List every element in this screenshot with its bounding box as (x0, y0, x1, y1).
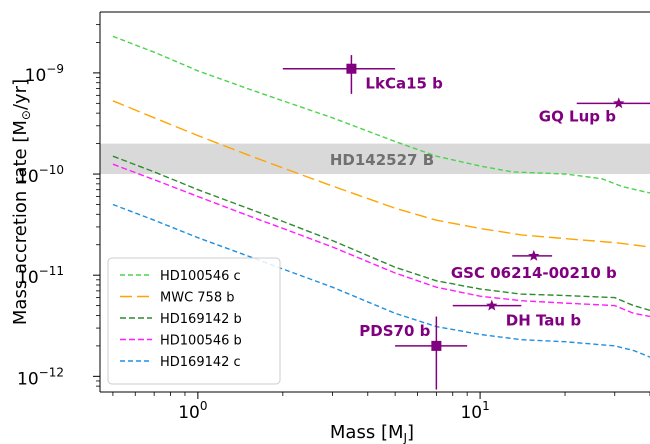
planet-4: DH Tau b (452, 299, 582, 330)
series-line-1 (112, 35, 650, 194)
legend-label: HD169142 c (160, 355, 241, 370)
y-axis-label: Mass accretion rate [M⊙/yr] (10, 79, 33, 325)
y-tick-label: 10−12 (17, 365, 64, 389)
planet-marker-square (431, 340, 442, 351)
planet-label: GQ Lup b (539, 107, 616, 125)
series-line-4 (112, 163, 650, 318)
legend-label: HD169142 b (160, 312, 242, 327)
planet-2: GQ Lup b (539, 97, 650, 125)
planet-marker-star (613, 97, 625, 109)
series-line-2 (112, 100, 650, 248)
y-tick-label: 10−11 (17, 264, 64, 288)
planet-marker-star (528, 249, 540, 261)
x-tick-label: 100 (178, 399, 207, 423)
band-rect (100, 143, 650, 175)
planet-label: GSC 06214-00210 b (451, 264, 617, 282)
axes (99, 11, 650, 393)
legend-label: HD100546 b (160, 334, 242, 349)
series-line-3 (112, 155, 650, 311)
legend: HD100546 c MWC 758 b HD169142 b HD100546 b H… (107, 257, 281, 385)
x-axis-label: Mass [MJ] (330, 422, 414, 444)
plot-area: HD142527 B LkCa15 b GQ Lup b GSC 06214-0021… (100, 35, 650, 390)
planet-3: GSC 06214-00210 b (451, 249, 617, 282)
x-tick-label: 101 (460, 399, 489, 423)
planet-marker-square (346, 63, 357, 74)
planet-label: PDS70 b (359, 322, 430, 340)
planet-label: DH Tau b (506, 312, 582, 330)
planet-marker-star (486, 299, 498, 311)
y-tick-label: 10−9 (25, 62, 64, 86)
band-label: HD142527 B (330, 151, 434, 169)
planet-5: PDS70 b (359, 316, 468, 390)
axis-ticks: 100 101 10−12 10−11 10−10 10−9 (17, 24, 650, 423)
y-tick-label: 10−10 (17, 163, 64, 187)
planet-1: LkCa15 b (282, 55, 443, 94)
legend-label: HD100546 c (160, 269, 241, 284)
legend-label: MWC 758 b (160, 291, 234, 306)
planet-label: LkCa15 b (365, 75, 443, 93)
series-line-5 (112, 203, 650, 358)
legend-box (107, 257, 281, 385)
